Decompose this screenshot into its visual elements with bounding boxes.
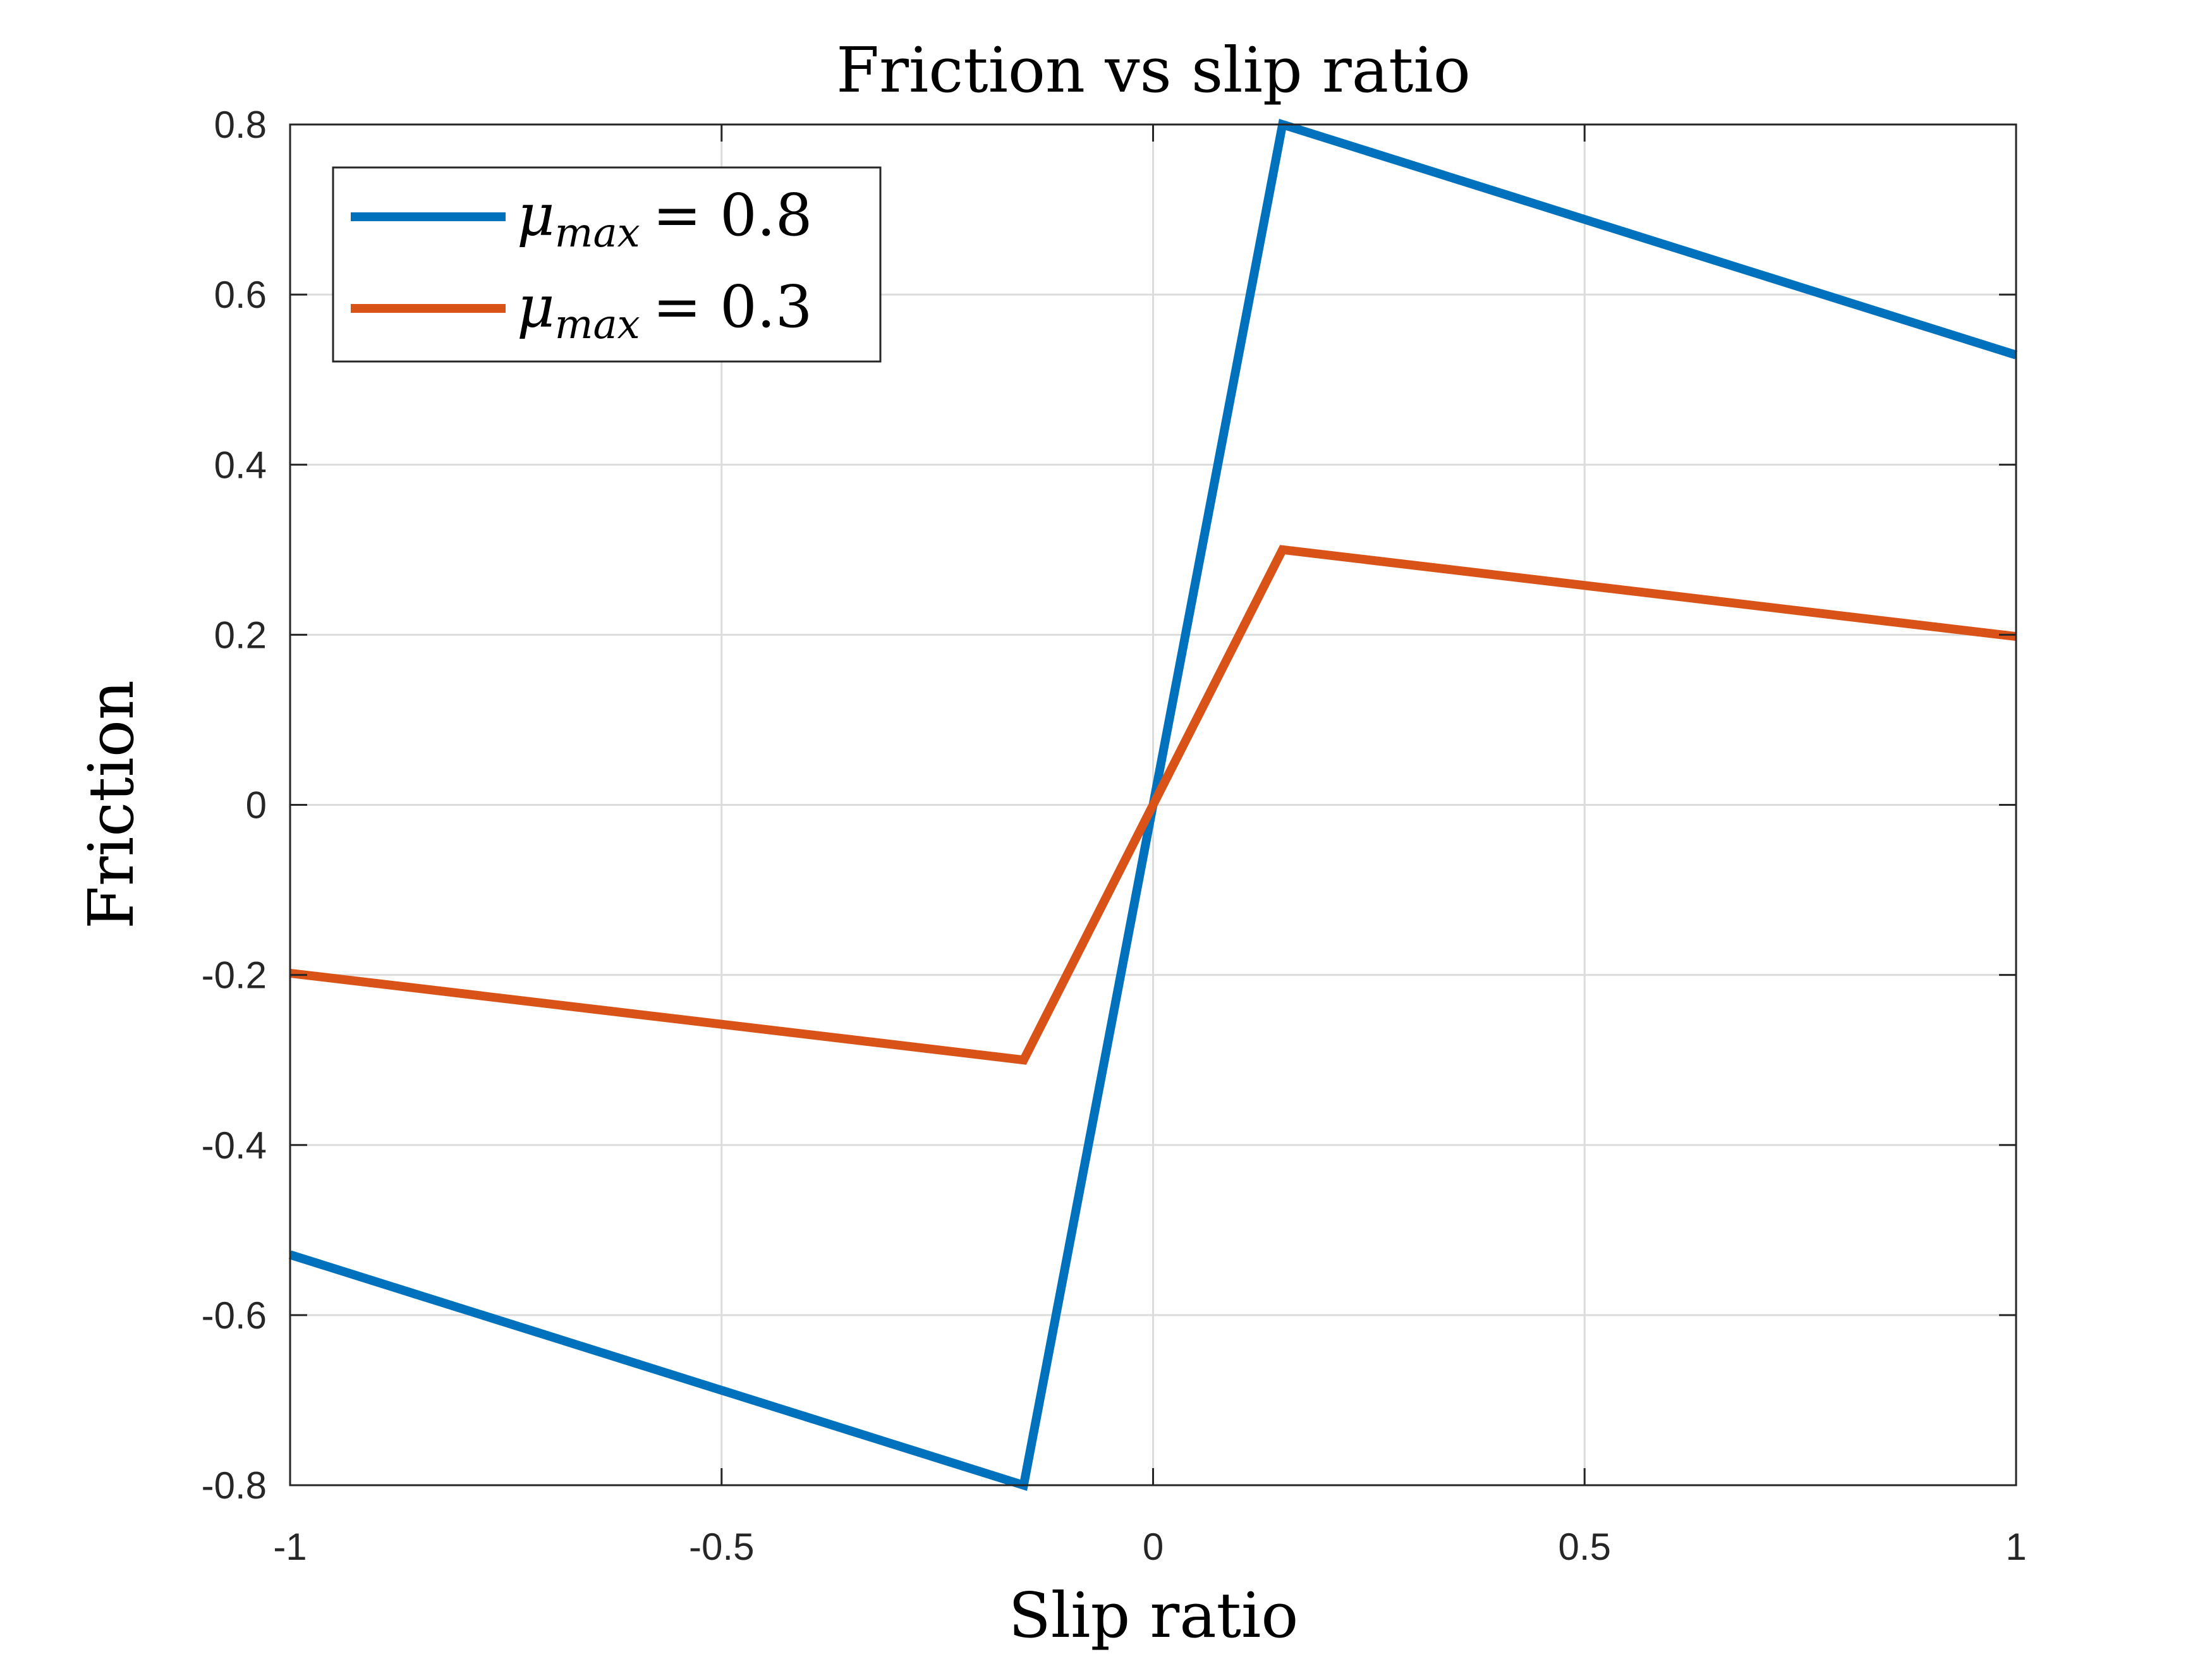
legend-value: = 0.3: [653, 273, 813, 341]
legend-entry: μmax = 0.3: [351, 273, 812, 348]
x-tick-label: -1: [273, 1526, 307, 1568]
legend-mu-symbol: μ: [517, 181, 555, 249]
legend-label-mu-08: μmax = 0.8: [517, 181, 812, 257]
y-tick-label: 0: [246, 784, 267, 827]
legend-mu-symbol: μ: [517, 273, 555, 341]
x-tick-label: 0: [1143, 1526, 1164, 1568]
y-tick-label: -0.2: [202, 954, 267, 997]
x-tick-label: -0.5: [689, 1526, 754, 1568]
y-tick-labels: -0.8 -0.6 -0.4 -0.2 0 0.2 0.4 0.6 0.8: [202, 104, 267, 1507]
x-tick-label: 1: [2005, 1526, 2026, 1568]
y-tick-label: -0.8: [202, 1464, 267, 1507]
legend: μmax = 0.8 μmax = 0.3: [332, 166, 882, 363]
legend-label-mu-03: μmax = 0.3: [517, 273, 812, 348]
series-lines: [288, 118, 2018, 1492]
axis-ticks: [289, 123, 2017, 1486]
x-axis-label: Slip ratio: [1009, 1580, 1299, 1652]
y-tick-label: 0.6: [214, 274, 267, 316]
y-tick-label: -0.4: [202, 1124, 267, 1167]
legend-box: [332, 166, 882, 363]
legend-subscript: max: [555, 301, 640, 348]
chart-title: Friction vs slip ratio: [836, 35, 1471, 107]
legend-entry: μmax = 0.8: [351, 181, 812, 257]
y-tick-label: 0.8: [214, 104, 267, 146]
legend-value: = 0.8: [653, 181, 813, 249]
y-tick-label: 0.4: [214, 444, 267, 486]
y-tick-label: -0.6: [202, 1294, 267, 1337]
x-tick-labels: -1 -0.5 0 0.5 1: [273, 1526, 2026, 1568]
y-tick-label: 0.2: [214, 614, 267, 656]
series-line-1: [289, 545, 2017, 1065]
legend-subscript: max: [555, 210, 640, 257]
y-axis-label: Friction: [76, 680, 148, 929]
x-tick-label: 0.5: [1559, 1526, 1611, 1568]
